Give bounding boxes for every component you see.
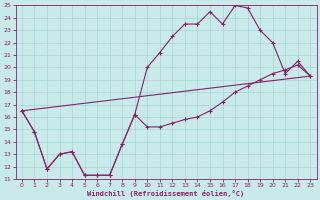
X-axis label: Windchill (Refroidissement éolien,°C): Windchill (Refroidissement éolien,°C) xyxy=(87,190,245,197)
